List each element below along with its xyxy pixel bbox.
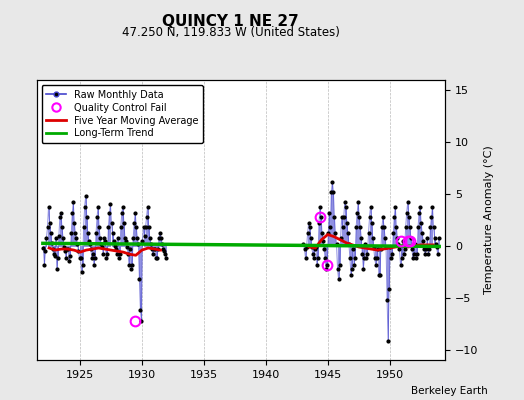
- Y-axis label: Temperature Anomaly (°C): Temperature Anomaly (°C): [484, 146, 494, 294]
- Legend: Raw Monthly Data, Quality Control Fail, Five Year Moving Average, Long-Term Tren: Raw Monthly Data, Quality Control Fail, …: [41, 85, 203, 143]
- Text: 47.250 N, 119.833 W (United States): 47.250 N, 119.833 W (United States): [122, 26, 340, 39]
- Text: QUINCY 1 NE 27: QUINCY 1 NE 27: [162, 14, 299, 29]
- Text: Berkeley Earth: Berkeley Earth: [411, 386, 487, 396]
